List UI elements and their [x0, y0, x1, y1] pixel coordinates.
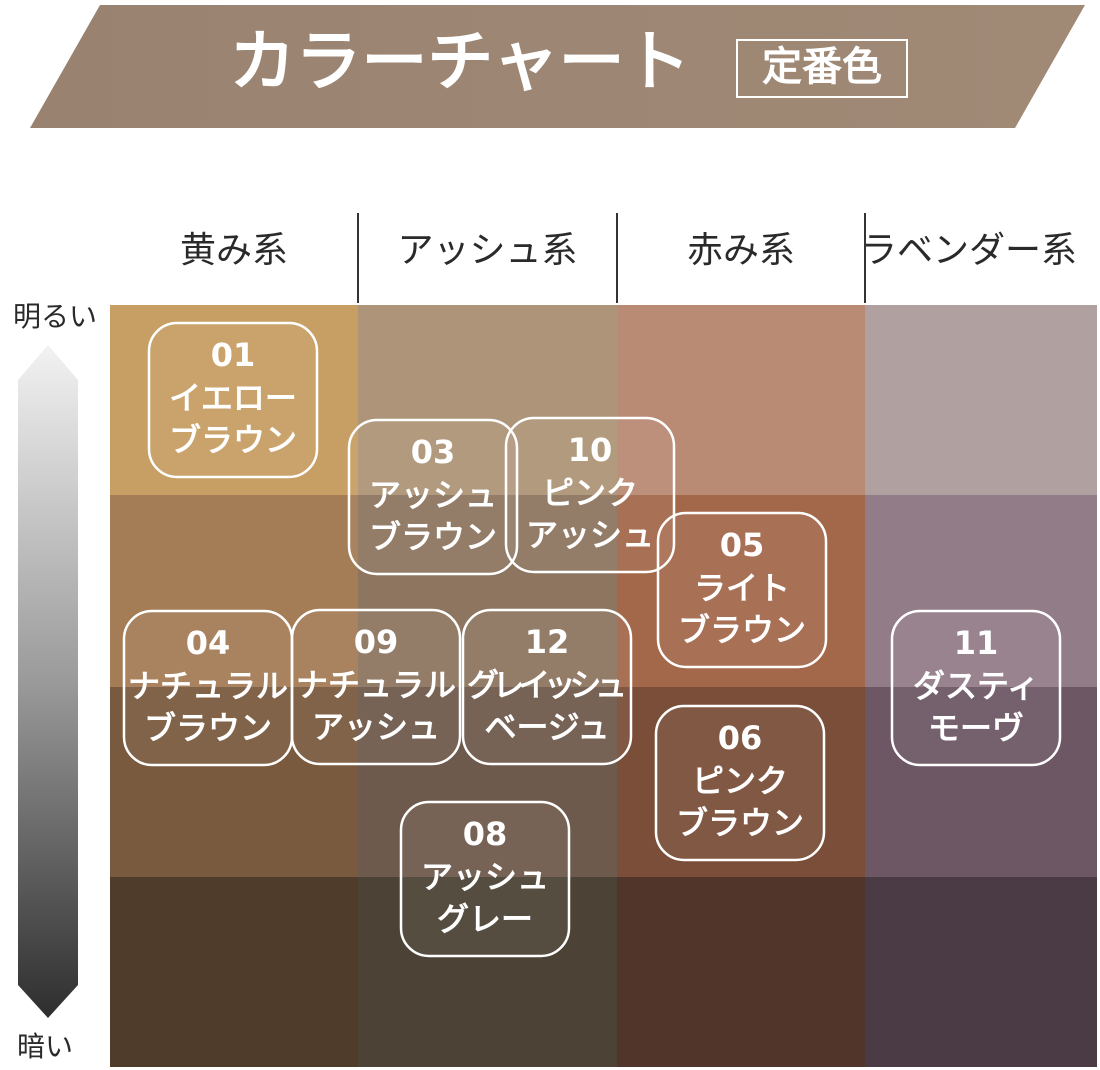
badge-box — [736, 39, 908, 98]
item-name: ブラウン — [144, 709, 272, 747]
item-box — [890, 609, 1062, 767]
grid-cell — [865, 687, 1097, 877]
item-number: 01 — [211, 336, 256, 374]
item-name: ナチュラル — [296, 666, 456, 704]
item-name: アッシュ — [526, 516, 654, 554]
item-number: 09 — [354, 623, 399, 661]
column-header: 黄み系 — [180, 230, 288, 271]
grid-cell — [110, 495, 358, 687]
item-name: ピンク — [692, 762, 788, 800]
grid-cell — [617, 305, 865, 495]
item-name: ナチュラル — [128, 667, 288, 705]
item-box — [461, 608, 633, 766]
item-number: 12 — [525, 623, 570, 661]
item-box — [399, 800, 571, 958]
item-box — [290, 608, 462, 766]
item-number: 03 — [411, 433, 456, 471]
axis-top-label: 明るい — [13, 300, 97, 333]
item-box — [504, 416, 676, 574]
grid-cell — [110, 877, 358, 1067]
column-header: 赤み系 — [687, 230, 795, 271]
item-name: グレー — [437, 900, 533, 938]
item-name: アッシュ — [421, 858, 549, 896]
grid-cell — [617, 877, 865, 1067]
column-header: アッシュ系 — [397, 230, 577, 271]
item-name: ベージュ — [484, 708, 609, 746]
item-name: イエロー — [169, 379, 297, 417]
item-box — [347, 418, 519, 576]
grid-cell — [865, 877, 1097, 1067]
grid — [110, 305, 1097, 1067]
axis-bottom-label: 暗い — [17, 1030, 73, 1063]
item-name: ダスティ — [913, 667, 1039, 705]
item-name: ブラウン — [369, 518, 497, 556]
item-number: 10 — [568, 431, 613, 469]
item-number: 05 — [720, 526, 765, 564]
item-name: ブラウン — [678, 611, 806, 649]
grid-cell — [865, 495, 1097, 687]
grid-cell — [110, 687, 358, 877]
title: カラーチャート — [229, 23, 690, 100]
item-number: 04 — [186, 624, 231, 662]
grid-cell — [358, 305, 617, 495]
item-name: ピンク — [542, 474, 638, 512]
column-header: ラベンダー系 — [861, 230, 1077, 271]
item-number: 11 — [954, 624, 999, 662]
item-name: ブラウン — [169, 421, 297, 459]
item-number: 06 — [718, 719, 763, 757]
item-box — [656, 511, 828, 669]
item-box — [654, 704, 826, 862]
item-name: モーヴ — [928, 709, 1024, 747]
item-box — [147, 321, 319, 479]
item-name: ブラウン — [676, 804, 804, 842]
item-number: 08 — [463, 815, 508, 853]
grid-cell — [358, 495, 617, 687]
item-name: アッシュ — [312, 708, 440, 746]
brightness-arrow — [18, 345, 78, 1018]
badge: 定番色 — [762, 44, 882, 90]
item-name: アッシュ — [369, 476, 497, 514]
item-name: ライト — [694, 569, 790, 607]
item-name: グレイッシュ — [467, 666, 627, 704]
grid-cell — [865, 305, 1097, 495]
